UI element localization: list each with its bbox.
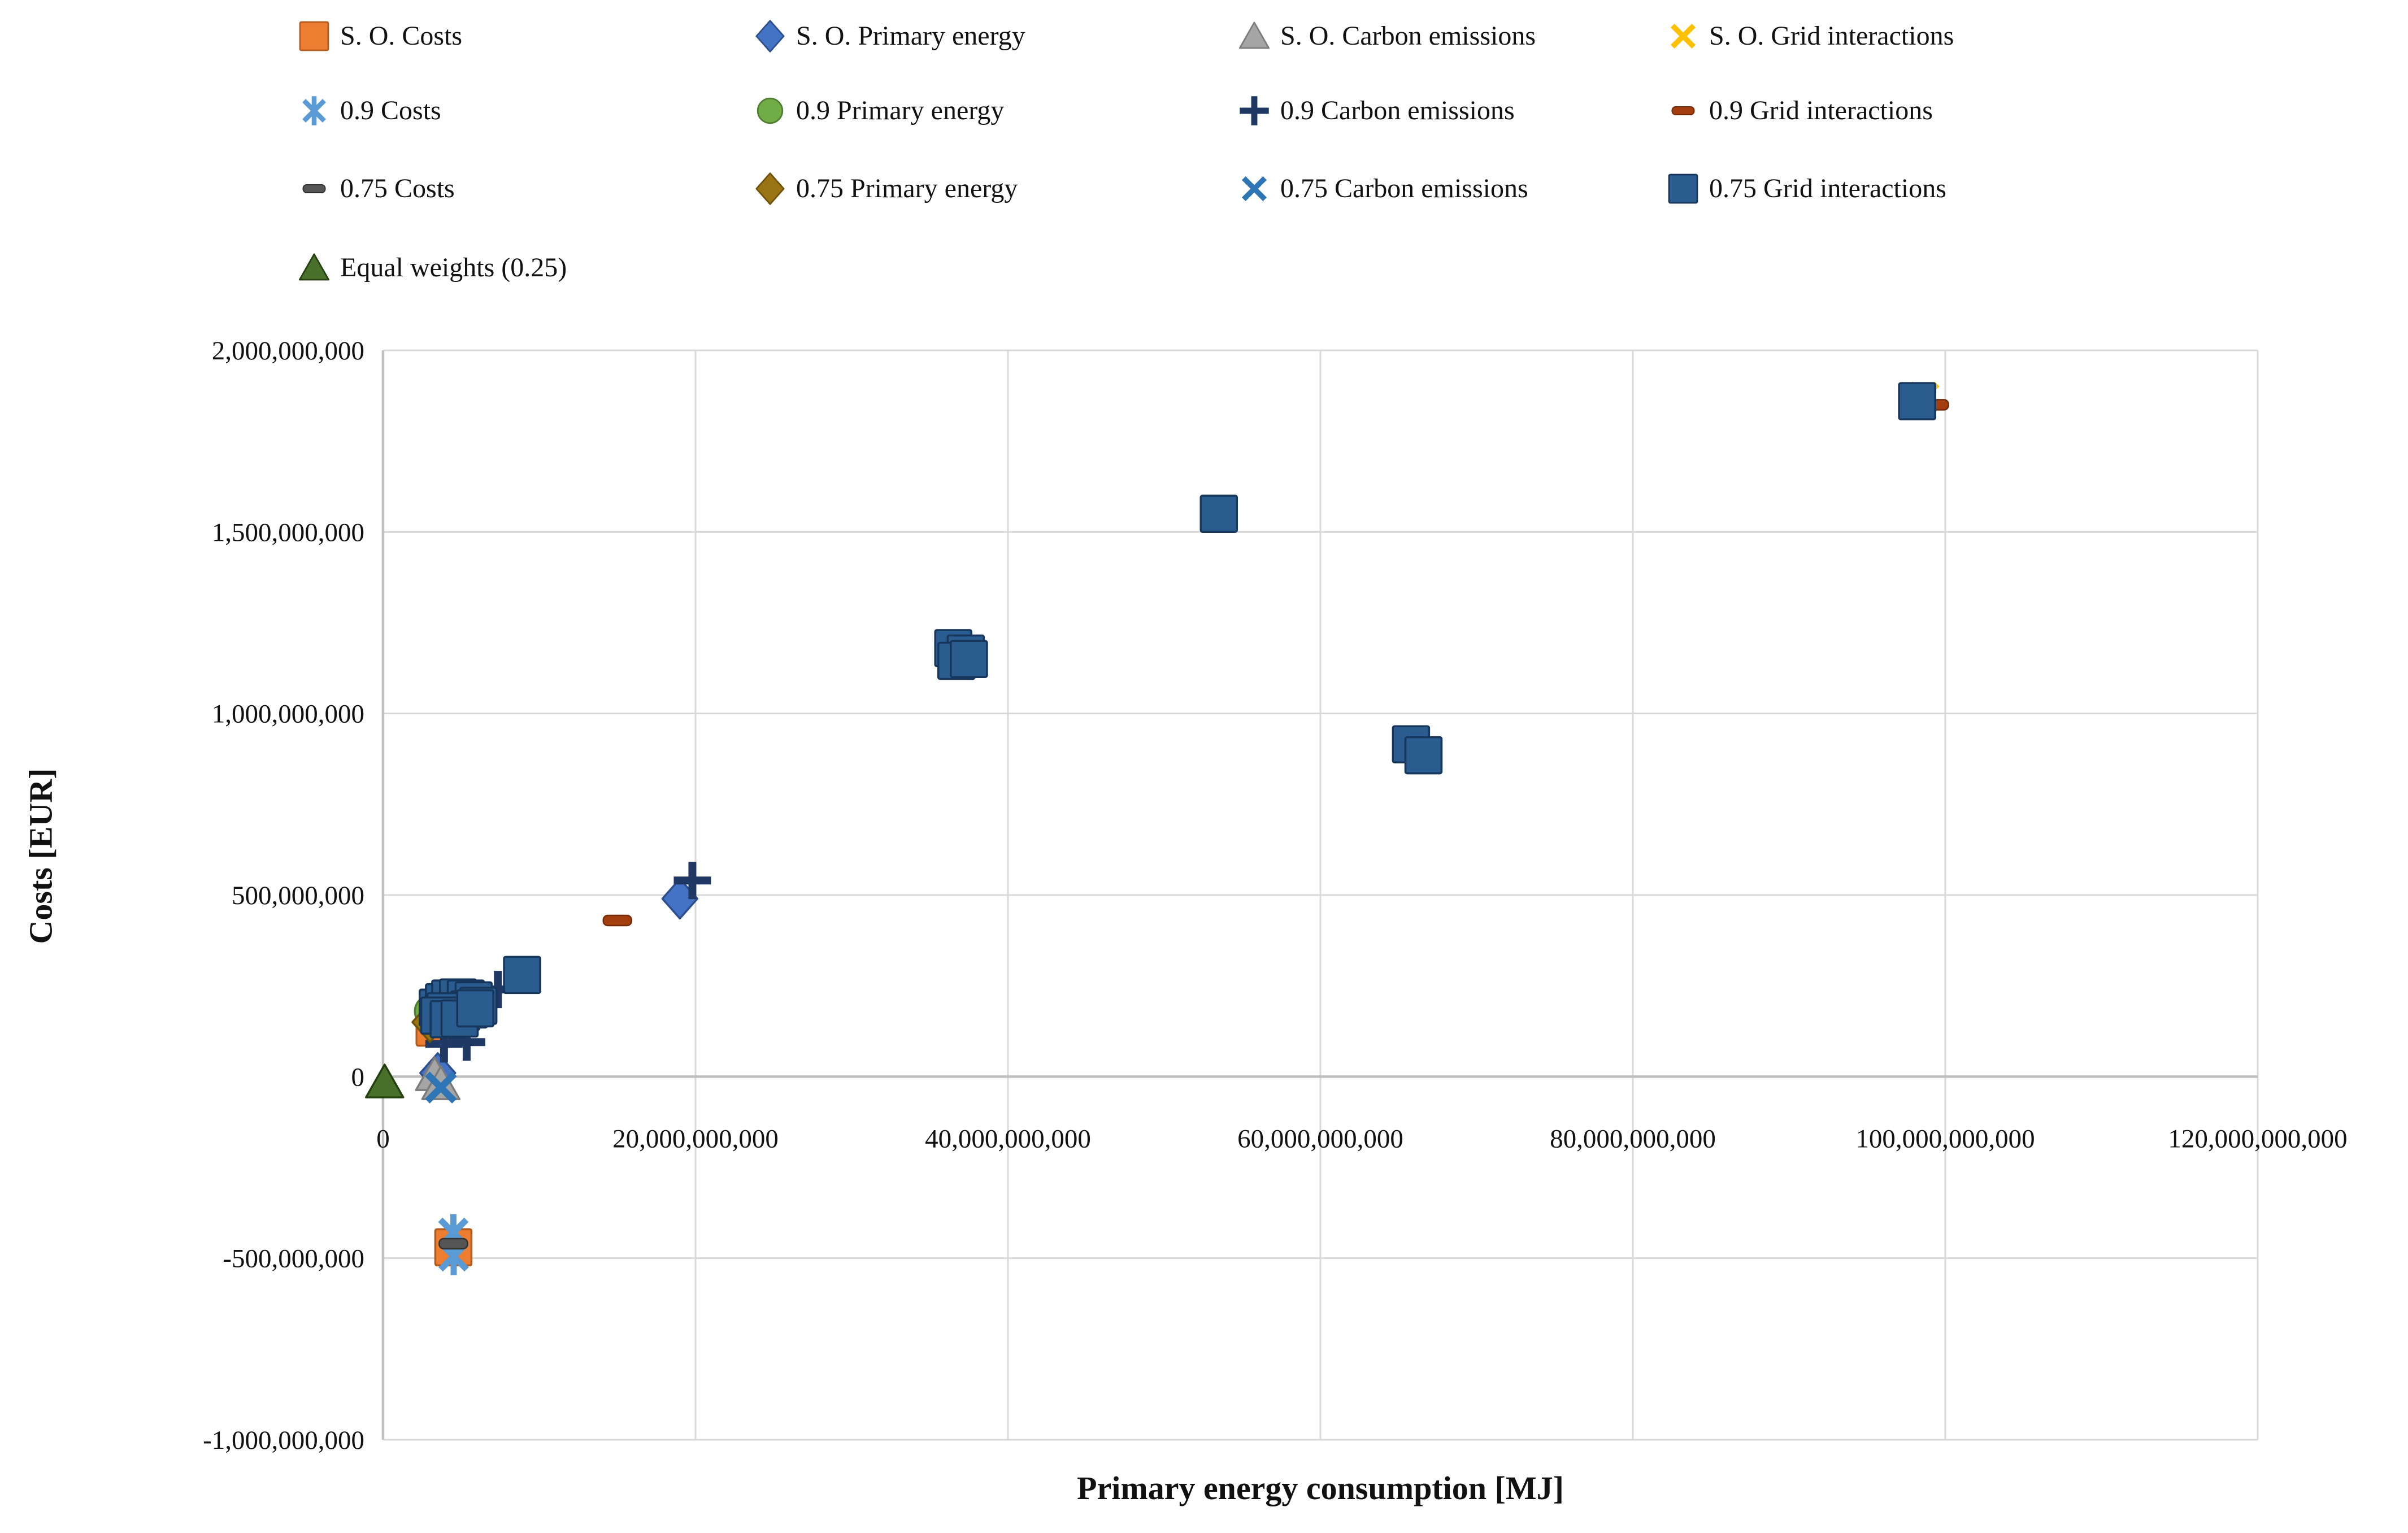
x-tick-label: 60,000,000,000 <box>1237 1124 1403 1153</box>
data-point <box>425 1071 457 1104</box>
legend-label: 0.75 Grid interactions <box>1709 173 1946 203</box>
x-tick-label: 120,000,000,000 <box>2168 1124 2347 1153</box>
legend-marker <box>298 253 330 281</box>
legend-marker <box>299 21 329 51</box>
legend-marker <box>755 172 785 205</box>
x-tick-label: 100,000,000,000 <box>1855 1124 2035 1153</box>
circle-marker-icon <box>757 97 784 124</box>
legend-item-0.9-primary-energy: 0.9 Primary energy <box>750 88 1004 133</box>
xmark-marker-icon <box>1670 23 1696 49</box>
legend-marker <box>755 20 785 53</box>
legend-label: S. O. Primary energy <box>796 21 1025 51</box>
data-point <box>438 1237 468 1250</box>
legend-label: S. O. Grid interactions <box>1709 21 1954 51</box>
legend-label: 0.75 Costs <box>340 173 455 203</box>
y-tick-label: 1,000,000,000 <box>212 700 364 729</box>
data-point <box>673 862 711 900</box>
data-point <box>1199 494 1238 533</box>
legend-label: 0.9 Primary energy <box>796 95 1005 125</box>
y-tick-label: 0 <box>351 1062 365 1092</box>
triangle-marker-icon <box>298 253 330 281</box>
xmark-marker-icon <box>1241 176 1267 202</box>
series-equal-weights-0.25- <box>365 1063 405 1098</box>
triangle-marker-icon <box>1238 21 1270 49</box>
legend-item-0.75-grid-interactions: 0.75 Grid interactions <box>1663 166 1946 211</box>
legend-item-s.-o.-primary-energy: S. O. Primary energy <box>750 14 1025 59</box>
data-point <box>1898 382 1936 420</box>
legend-item-0.75-carbon-emissions: 0.75 Carbon emissions <box>1234 166 1528 211</box>
legend-label: 0.9 Costs <box>340 95 441 125</box>
legend-marker <box>1671 106 1695 115</box>
legend-item-s.-o.-costs: S. O. Costs <box>294 14 462 59</box>
legend-label: Equal weights (0.25) <box>340 253 567 283</box>
legend-item-0.9-costs: 0.9 Costs <box>294 88 441 133</box>
x-axis-title: Primary energy consumption [MJ] <box>1077 1470 1564 1506</box>
dash-marker-icon <box>302 184 326 193</box>
y-tick-label: -500,000,000 <box>223 1244 364 1274</box>
legend-item-s.-o.-grid-interactions: S. O. Grid interactions <box>1663 14 1954 59</box>
legend-item-s.-o.-carbon-emissions: S. O. Carbon emissions <box>1234 14 1536 59</box>
series-0.75-grid-interactions <box>419 382 1936 1039</box>
legend-item-0.9-carbon-emissions: 0.9 Carbon emissions <box>1234 88 1515 133</box>
data-point <box>456 989 494 1028</box>
data-point <box>503 956 541 995</box>
chart-legend: S. O. Costs S. O. Primary energy S. O. Car… <box>0 0 2408 316</box>
data-point <box>950 640 988 679</box>
square-marker-icon <box>1668 173 1698 204</box>
legend-label: 0.9 Grid interactions <box>1709 95 1933 125</box>
y-tick-label: 2,000,000,000 <box>212 336 364 366</box>
x-tick-label: 40,000,000,000 <box>925 1124 1091 1153</box>
dash-marker-icon <box>1671 106 1695 115</box>
diamond-marker-icon <box>755 172 785 205</box>
plus-marker-icon <box>1240 96 1269 125</box>
y-tick-label: -1,000,000,000 <box>203 1426 364 1455</box>
legend-item-0.75-primary-energy: 0.75 Primary energy <box>750 166 1018 211</box>
legend-label: 0.75 Primary energy <box>796 173 1018 203</box>
square-marker-icon <box>299 21 329 51</box>
y-tick-label: 500,000,000 <box>232 881 364 910</box>
legend-label: S. O. Carbon emissions <box>1280 21 1536 51</box>
x-tick-label: 80,000,000,000 <box>1550 1124 1716 1153</box>
legend-marker <box>1668 173 1698 204</box>
legend-marker <box>1241 176 1267 202</box>
series-0.9-grid-interactions <box>602 399 1949 927</box>
series-0.75-carbon-emissions <box>425 1071 457 1104</box>
data-point <box>602 914 632 927</box>
legend-label: 0.75 Carbon emissions <box>1280 173 1528 203</box>
asterisk-marker-icon <box>302 96 326 125</box>
legend-marker <box>1238 21 1270 49</box>
y-axis-title: Costs [EUR] <box>22 768 59 944</box>
legend-label: S. O. Costs <box>340 21 463 51</box>
legend-marker <box>302 184 326 193</box>
legend-marker <box>757 97 784 124</box>
legend-marker <box>1670 23 1696 49</box>
data-point <box>365 1063 405 1098</box>
legend-marker <box>1240 96 1269 125</box>
legend-item-equal-weights-0.25-: Equal weights (0.25) <box>294 245 567 290</box>
legend-marker <box>302 96 326 125</box>
series-0.75-costs <box>438 1237 468 1250</box>
diamond-marker-icon <box>755 20 785 53</box>
x-tick-label: 0 <box>376 1124 390 1153</box>
legend-item-0.75-costs: 0.75 Costs <box>294 166 455 211</box>
legend-item-0.9-grid-interactions: 0.9 Grid interactions <box>1663 88 1933 133</box>
data-point <box>1404 736 1443 775</box>
x-tick-label: 20,000,000,000 <box>612 1124 779 1153</box>
y-tick-label: 1,500,000,000 <box>212 518 364 547</box>
legend-label: 0.9 Carbon emissions <box>1280 95 1515 125</box>
